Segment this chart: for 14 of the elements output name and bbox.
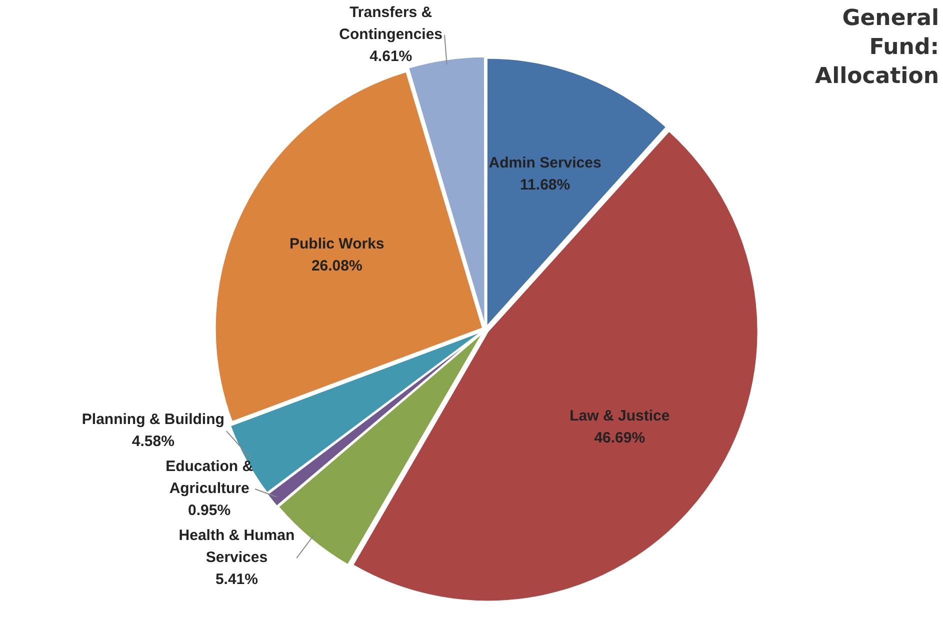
data-label: 26.08%: [311, 258, 362, 275]
data-label: 46.69%: [594, 429, 646, 446]
data-label: 5.41%: [215, 571, 258, 588]
slice-label: Health & Human Services: [178, 527, 295, 566]
slice-label: Planning & Building: [82, 411, 224, 428]
slice-label: Transfers & Contingencies: [339, 4, 443, 44]
slice-label: Public Works: [290, 236, 384, 253]
text: General Fund: Allocation: [814, 5, 939, 91]
data-label: 11.68%: [520, 176, 570, 194]
data-label: 4.58%: [132, 433, 174, 450]
data-label: 4.61%: [370, 48, 412, 66]
slice-label: Admin Services: [488, 154, 602, 172]
data-label: 0.95%: [188, 502, 231, 520]
slice-label: Law & Justice: [570, 407, 670, 424]
